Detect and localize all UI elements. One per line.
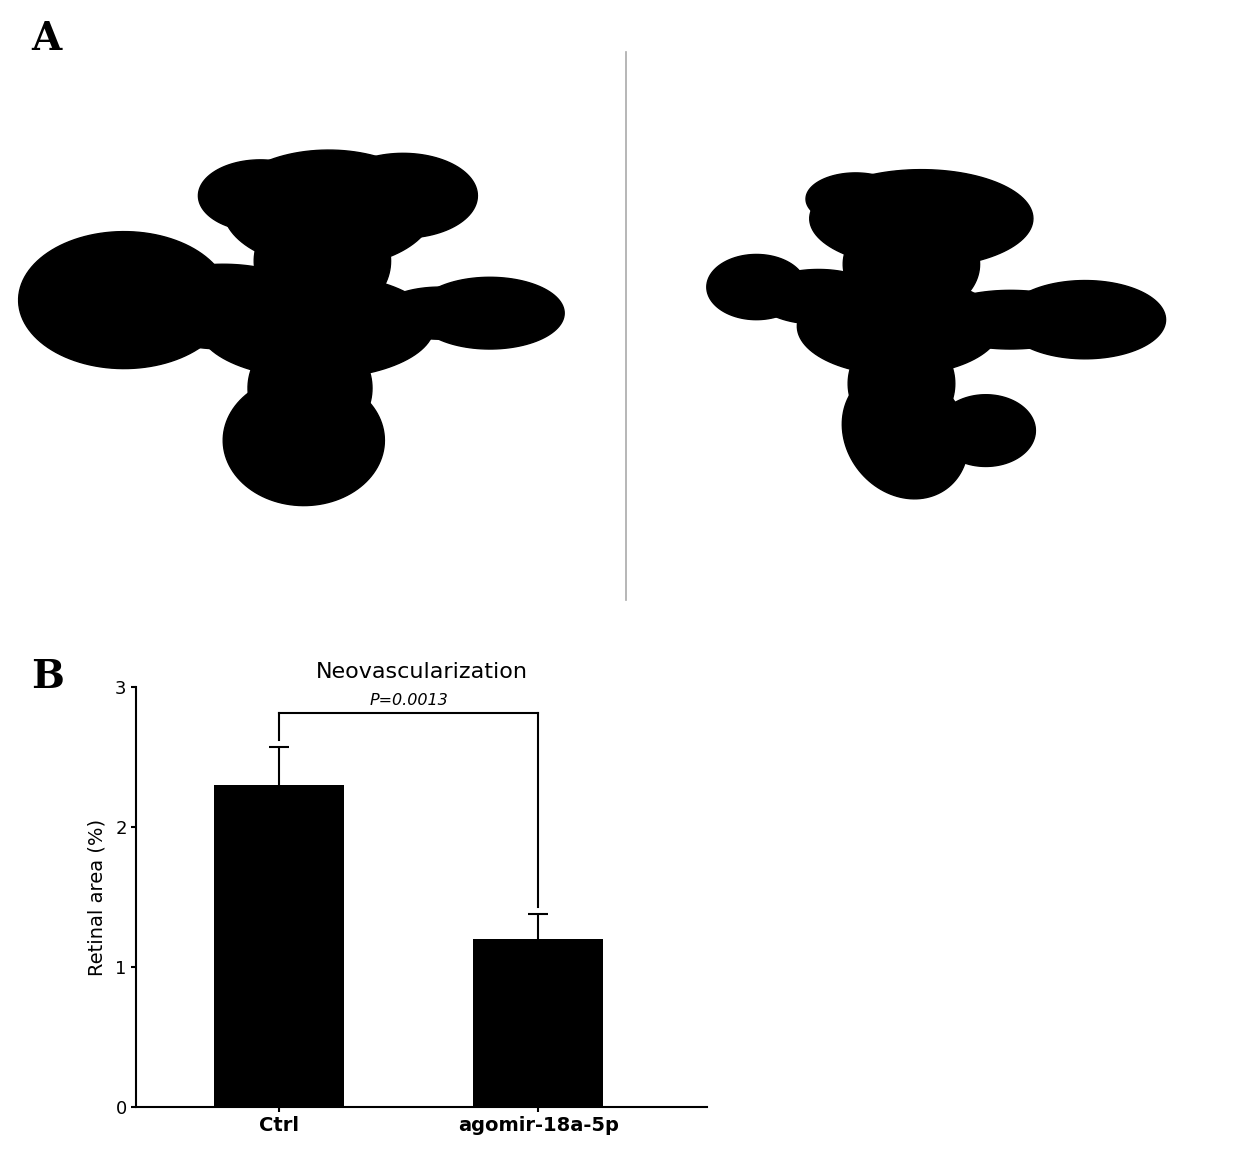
Text: Neovascularization: Neovascularization — [316, 662, 527, 682]
Polygon shape — [198, 160, 322, 232]
Bar — [474, 939, 603, 1107]
Polygon shape — [19, 232, 229, 368]
Polygon shape — [806, 172, 905, 225]
Polygon shape — [756, 269, 880, 324]
Text: A: A — [31, 20, 61, 57]
Y-axis label: Retinal area (%): Retinal area (%) — [88, 819, 107, 975]
Polygon shape — [797, 277, 1001, 375]
Polygon shape — [842, 369, 968, 499]
Polygon shape — [223, 150, 434, 268]
Polygon shape — [1004, 281, 1166, 359]
Polygon shape — [707, 254, 806, 319]
Polygon shape — [223, 375, 384, 506]
Polygon shape — [378, 287, 502, 339]
Polygon shape — [130, 264, 316, 349]
Bar — [215, 785, 343, 1107]
Polygon shape — [848, 330, 955, 437]
Text: P=0.0013: P=0.0013 — [370, 693, 448, 708]
Polygon shape — [936, 395, 1035, 466]
Polygon shape — [329, 154, 477, 238]
Polygon shape — [843, 212, 980, 317]
Polygon shape — [930, 290, 1091, 349]
Polygon shape — [254, 203, 391, 319]
Polygon shape — [248, 330, 372, 447]
Text: B: B — [31, 658, 64, 697]
Polygon shape — [415, 277, 564, 350]
Polygon shape — [810, 170, 1033, 268]
Polygon shape — [198, 274, 434, 379]
